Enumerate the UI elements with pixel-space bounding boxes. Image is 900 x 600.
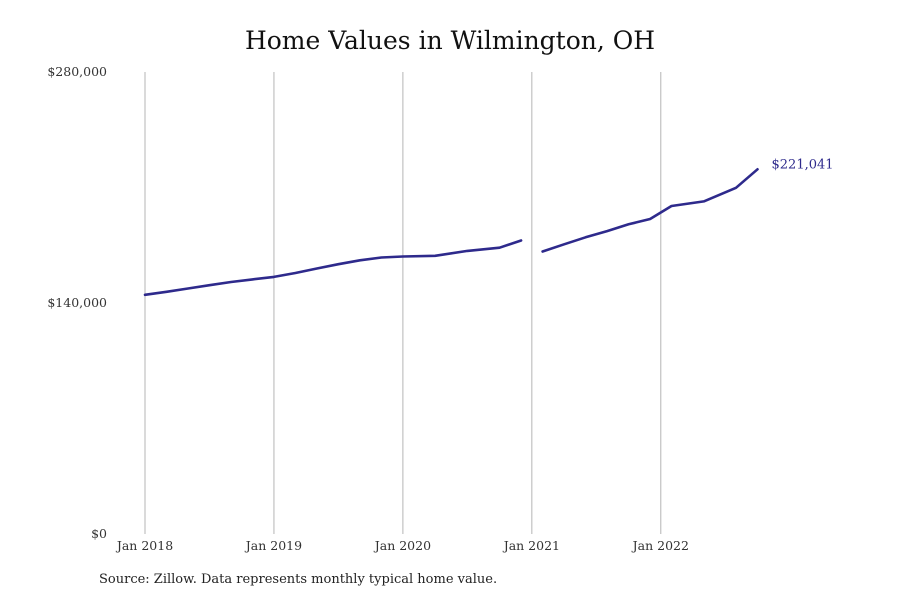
- axis-tick-labels: Jan 2018 Jan 2019 Jan 2020 Jan 2021 Jan 2022…: [47, 64, 689, 553]
- x-tick-label: Jan 2021: [502, 538, 560, 553]
- x-tick-label: Jan 2018: [115, 538, 173, 553]
- y-tick-label: $280,000: [47, 64, 107, 79]
- y-tick-label: $140,000: [47, 295, 107, 310]
- y-tick-label: $0: [91, 526, 107, 541]
- chart-title: Home Values in Wilmington, OH: [244, 26, 656, 55]
- end-value-label: $221,041: [772, 157, 834, 172]
- series-line-segment: [143, 239, 523, 297]
- x-tick-label: Jan 2022: [631, 538, 689, 553]
- source-note: Source: Zillow. Data represents monthly …: [99, 572, 498, 587]
- series-lines: [143, 168, 759, 297]
- series-line-segment: [541, 168, 759, 253]
- gridlines: [144, 72, 662, 534]
- x-tick-label: Jan 2020: [373, 538, 431, 553]
- x-tick-label: Jan 2019: [244, 538, 302, 553]
